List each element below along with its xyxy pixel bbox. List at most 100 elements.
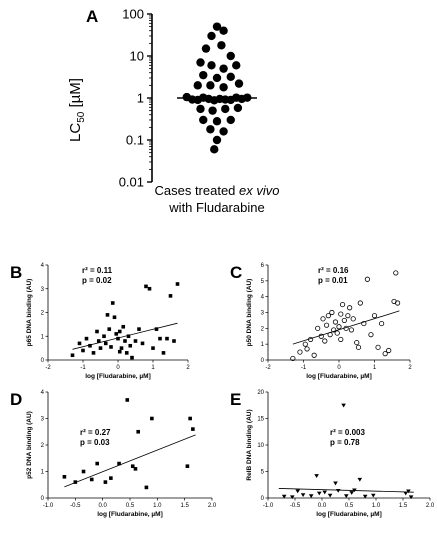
panel-letter: B: [10, 263, 22, 282]
data-point: [338, 311, 344, 317]
y-tick-label: 4: [41, 390, 45, 396]
data-point: [81, 469, 86, 474]
data-point: [212, 73, 222, 83]
data-point: [304, 346, 310, 352]
y-tick-label: 0: [41, 496, 45, 502]
data-point: [165, 336, 169, 341]
data-point: [107, 327, 112, 331]
data-point: [355, 344, 362, 350]
data-point: [290, 355, 296, 362]
y-tick-label: 0.1: [126, 133, 144, 148]
data-point: [336, 324, 342, 330]
data-point: [119, 346, 124, 350]
data-point: [140, 341, 145, 346]
x-tick-label: 0.5: [345, 503, 354, 509]
data-point: [361, 320, 367, 327]
data-point: [232, 61, 241, 70]
data-point: [338, 336, 344, 343]
data-point: [130, 464, 135, 468]
data-point: [333, 481, 338, 486]
y-tick-label: 0.01: [119, 175, 144, 190]
data-point: [109, 345, 113, 349]
x-tick-label: -1.0: [263, 503, 274, 509]
y-tick-label: 4: [41, 263, 45, 269]
data-point: [210, 145, 219, 154]
x-tick-label: -0.5: [70, 503, 81, 509]
data-point: [322, 490, 327, 495]
data-point: [347, 305, 353, 311]
data-point: [300, 493, 306, 498]
panel-e: E -1.0 -0.5 0.0 0.5 1.0 1.5 2.0 0 5 10 15 20 log [Flu…: [230, 390, 435, 518]
data-point: [193, 81, 202, 90]
data-point: [219, 83, 228, 92]
data-point: [357, 300, 363, 306]
y-tick-label: 100: [122, 7, 144, 22]
data-point: [322, 338, 328, 344]
data-point: [84, 336, 89, 341]
x-tick-label: 1.5: [180, 503, 189, 509]
data-point: [133, 467, 138, 471]
data-point: [364, 276, 370, 282]
data-point: [130, 355, 134, 360]
x-axis-label: log [Fludarabine, µM]: [306, 373, 372, 380]
data-point: [188, 416, 192, 421]
x-tick-label: 1.0: [372, 503, 381, 509]
x-tick-label: -1.0: [43, 503, 54, 509]
data-points: [182, 22, 252, 154]
r-squared-label: r² = 0.16: [318, 266, 349, 275]
data-point: [126, 334, 131, 339]
y-tick-label: 10: [257, 443, 264, 449]
y-axis-label: RelB DNA binding (AU): [246, 409, 253, 480]
panel-letter: D: [10, 390, 22, 409]
x-tick-label: 1.0: [153, 503, 162, 509]
data-point: [212, 135, 222, 145]
x-axis-label: log [Fludarabine, µM]: [97, 511, 163, 518]
data-point: [105, 313, 110, 317]
y-tick-label: 1: [41, 470, 45, 476]
data-point: [73, 480, 78, 484]
data-point: [147, 286, 152, 291]
data-point: [95, 461, 99, 466]
y-tick-label: 15: [257, 417, 264, 423]
regression-line: [64, 434, 196, 488]
data-point: [191, 427, 195, 431]
y-tick-label: 1: [261, 342, 265, 348]
data-point: [334, 330, 340, 336]
data-point: [208, 106, 217, 115]
x-axis-label-line2: with Fludarabine: [168, 200, 264, 215]
data-point: [219, 26, 228, 35]
x-tick-label: 0.0: [98, 503, 107, 509]
data-point: [335, 488, 341, 493]
data-point: [199, 115, 208, 125]
data-point: [311, 352, 317, 358]
x-tick-label: 0: [337, 365, 341, 371]
x-tick-label: 2: [408, 365, 412, 371]
data-point: [154, 327, 159, 331]
r-squared-label: r² = 0.27: [80, 428, 111, 437]
regression-line: [292, 310, 400, 345]
x-tick-label: 1: [151, 365, 155, 371]
data-point: [314, 474, 319, 478]
data-point: [117, 349, 122, 354]
data-point: [290, 495, 295, 500]
data-point: [207, 31, 216, 41]
data-point: [206, 81, 215, 90]
data-point: [81, 348, 85, 353]
data-point: [386, 347, 392, 354]
data-point: [354, 339, 360, 346]
p-value-label: p = 0.02: [82, 276, 112, 285]
y-tick-label: 3: [41, 287, 45, 293]
data-point: [96, 339, 101, 343]
y-tick-label: 2: [41, 311, 45, 317]
data-point: [362, 494, 368, 499]
x-tick-label: 0.5: [126, 503, 135, 509]
data-point: [393, 270, 399, 276]
data-point: [375, 344, 381, 350]
data-point: [295, 489, 300, 494]
data-point: [341, 317, 347, 324]
data-point: [349, 491, 354, 495]
data-point: [382, 351, 388, 357]
data-point: [109, 476, 113, 480]
data-point: [103, 341, 108, 346]
x-tick-label: -0.5: [290, 503, 301, 509]
